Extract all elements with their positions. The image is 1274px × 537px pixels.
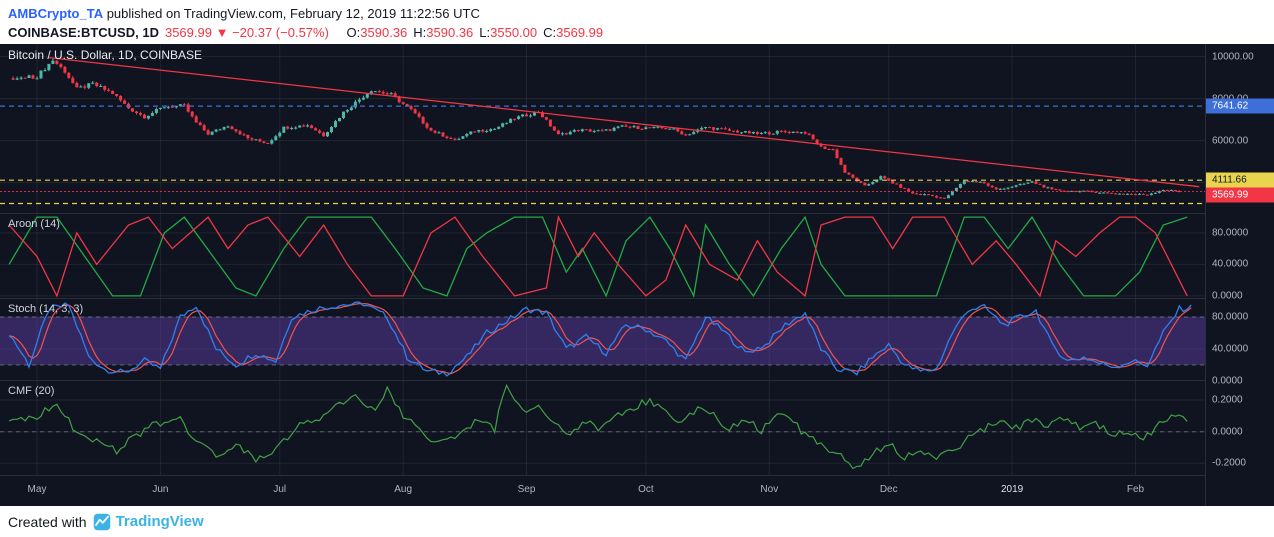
time-axis-label: 2019 bbox=[1000, 484, 1024, 495]
publish-header: AMBCrypto_TA published on TradingView.co… bbox=[0, 0, 1274, 44]
cmf-title: CMF (20) bbox=[8, 385, 55, 397]
cmf-pane[interactable]: CMF (20) bbox=[0, 381, 1205, 476]
symbol-name: COINBASE:BTCUSD, 1D bbox=[8, 25, 159, 40]
price-pane[interactable]: Bitcoin / U.S. Dollar, 1D, COINBASE bbox=[0, 44, 1205, 214]
price-level-label: 4111.66 bbox=[1206, 172, 1274, 188]
price-change-text: ▼ −20.37 (−0.57%) bbox=[215, 25, 329, 40]
open-value: 3590.36 bbox=[360, 25, 408, 40]
y-axis-label: 0.0000 bbox=[1212, 426, 1243, 438]
symbol-watermark: Bitcoin / U.S. Dollar, 1D, COINBASE bbox=[8, 48, 203, 62]
low-label: L: bbox=[479, 25, 491, 40]
high-label: H: bbox=[413, 25, 427, 40]
y-axis-label: -0.2000 bbox=[1212, 457, 1246, 469]
y-axis-label: 0.0000 bbox=[1212, 375, 1243, 387]
close-value: 3569.99 bbox=[556, 25, 604, 40]
tradingview-logo-link[interactable]: TradingView bbox=[93, 513, 204, 531]
y-axis-label: 80.0000 bbox=[1212, 227, 1249, 239]
y-axis-label: 8000.00 bbox=[1212, 93, 1248, 104]
stoch-canvas bbox=[0, 299, 1205, 380]
time-axis-label: Jun bbox=[152, 484, 169, 495]
time-axis-label: Nov bbox=[760, 484, 779, 495]
last-price-text: 3569.99 bbox=[164, 25, 212, 40]
time-axis-label: Sep bbox=[517, 484, 536, 495]
close-label: C: bbox=[543, 25, 557, 40]
footer-bar: Created with TradingView bbox=[0, 506, 1274, 537]
price-level-label: 7641.62 bbox=[1206, 98, 1274, 114]
chart-panes: Bitcoin / U.S. Dollar, 1D, COINBASE Aroo… bbox=[0, 44, 1205, 476]
author-link[interactable]: AMBCrypto_TA bbox=[8, 6, 104, 21]
open-label: O: bbox=[346, 25, 361, 40]
stoch-title: Stoch (14, 3, 3) bbox=[8, 303, 84, 315]
y-axis-label: 10000.00 bbox=[1212, 51, 1254, 63]
created-with-text: Created with bbox=[8, 513, 87, 530]
stoch-pane[interactable]: Stoch (14, 3, 3) bbox=[0, 299, 1205, 381]
tradingview-wordmark: TradingView bbox=[115, 513, 204, 530]
time-axis[interactable]: May Jun Jul Aug Sep Oct Nov Dec 2019 Feb bbox=[0, 476, 1205, 506]
y-axis-label: 6000.00 bbox=[1212, 135, 1249, 147]
time-axis-label: Jul bbox=[273, 484, 287, 495]
cmf-canvas bbox=[0, 381, 1205, 475]
time-axis-label: Feb bbox=[1126, 484, 1145, 495]
y-axis-label: 0.0000 bbox=[1212, 290, 1243, 302]
aroon-pane[interactable]: Aroon (14) bbox=[0, 214, 1205, 299]
y-axis-label: 40.0000 bbox=[1212, 343, 1249, 355]
low-value: 3550.00 bbox=[490, 25, 538, 40]
symbol-ohlc-line: COINBASE:BTCUSD, 1D 3569.99 ▼ −20.37 (−0.… bbox=[8, 23, 1274, 42]
time-axis-label: Aug bbox=[394, 484, 413, 495]
time-axis-label: Oct bbox=[638, 484, 654, 495]
time-axis-label: May bbox=[27, 484, 47, 495]
price-canvas bbox=[0, 44, 1205, 213]
time-axis-label: Dec bbox=[879, 484, 898, 495]
y-axis-label: 0.2000 bbox=[1212, 394, 1243, 406]
high-value: 3590.36 bbox=[426, 25, 474, 40]
publish-meta-line: AMBCrypto_TA published on TradingView.co… bbox=[8, 4, 1274, 23]
last-price-label: 3569.99 bbox=[1206, 187, 1274, 203]
aroon-canvas bbox=[0, 214, 1205, 298]
ohlc-values: O:3590.36 H:3590.36 L:3550.00 C:3569.99 bbox=[341, 25, 604, 40]
price-axis[interactable]: 10000.00 8000.00 6000.00 80.0000 40.0000 0.00… bbox=[1205, 44, 1274, 506]
y-axis-label: 40.0000 bbox=[1212, 258, 1249, 270]
published-text: published on TradingView.com, February 1… bbox=[103, 6, 480, 21]
chart-region: Bitcoin / U.S. Dollar, 1D, COINBASE Aroo… bbox=[0, 44, 1274, 506]
tradingview-mountain-icon bbox=[93, 513, 110, 530]
y-axis-label: 80.0000 bbox=[1212, 311, 1249, 323]
aroon-title: Aroon (14) bbox=[8, 218, 60, 230]
